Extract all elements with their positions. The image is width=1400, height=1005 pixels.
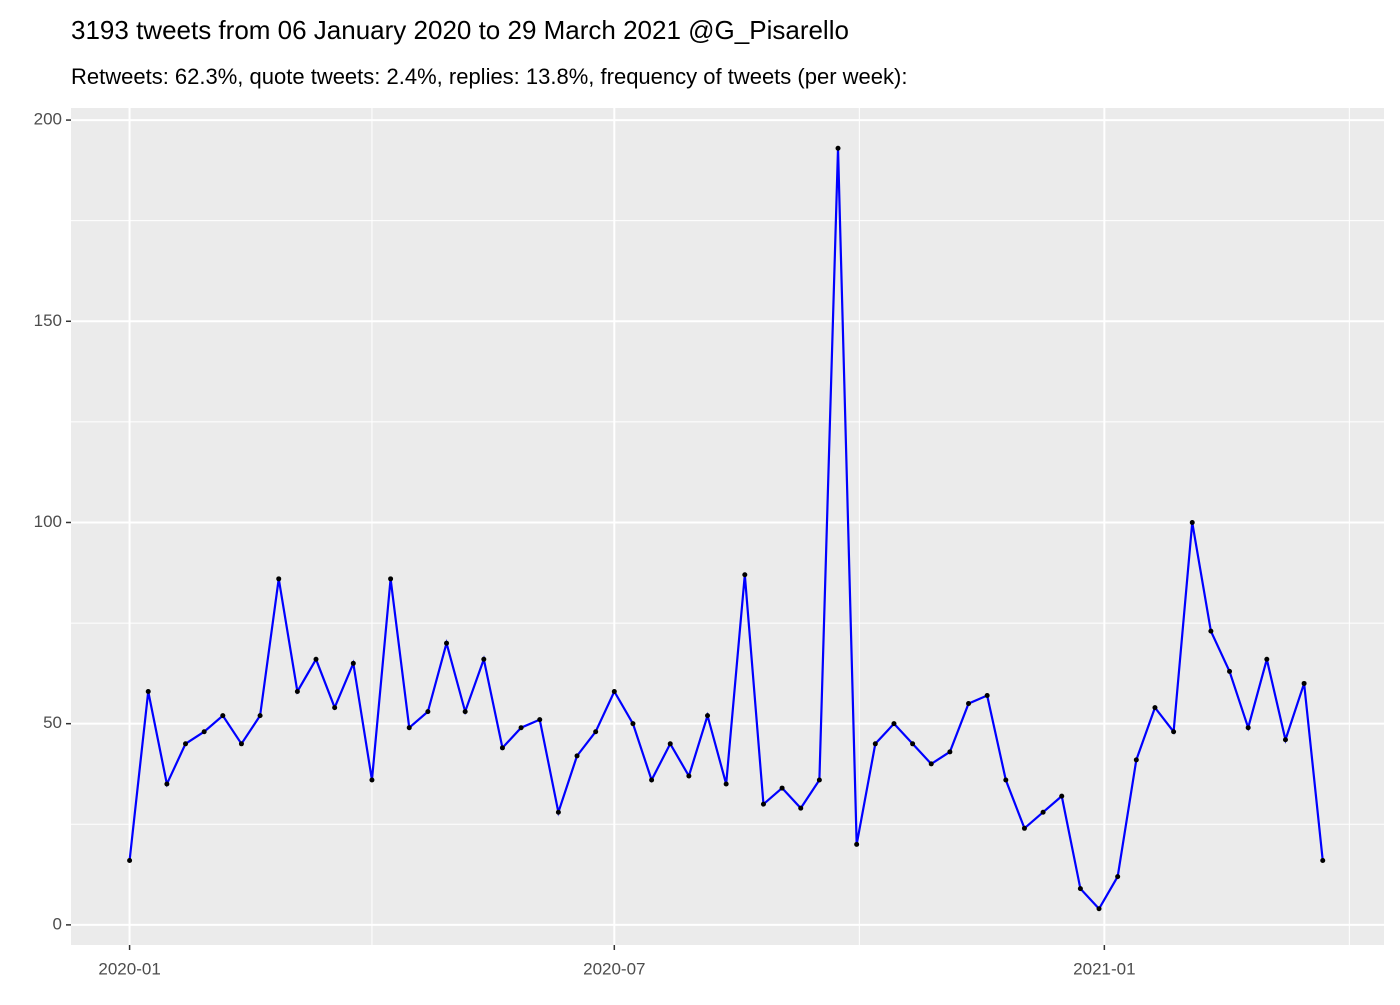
point [1077, 886, 1083, 892]
point [779, 785, 785, 791]
point [127, 857, 133, 863]
point [593, 729, 599, 735]
x-tick-label: 2021-01 [1073, 959, 1135, 978]
point [649, 777, 655, 783]
point [816, 777, 822, 783]
point [425, 709, 431, 715]
point [910, 741, 916, 747]
point [276, 576, 282, 582]
point [798, 805, 804, 811]
point [201, 729, 207, 735]
x-tick-label: 2020-01 [98, 959, 160, 978]
point [145, 688, 151, 694]
point [1282, 737, 1288, 743]
point [1115, 874, 1121, 880]
y-tick-label: 100 [34, 512, 62, 531]
y-tick-label: 150 [34, 311, 62, 330]
point [518, 725, 524, 731]
point [611, 688, 617, 694]
point [854, 841, 860, 847]
point [406, 725, 412, 731]
point [760, 801, 766, 807]
point [1059, 793, 1065, 799]
point [1189, 519, 1195, 525]
point [220, 713, 226, 719]
point [444, 640, 450, 646]
point [1021, 825, 1027, 831]
chart-title: 3193 tweets from 06 January 2020 to 29 M… [71, 15, 849, 45]
point [481, 656, 487, 662]
point [1227, 668, 1233, 674]
point [928, 761, 934, 767]
point [1152, 705, 1158, 711]
chart-subtitle: Retweets: 62.3%, quote tweets: 2.4%, rep… [71, 64, 907, 89]
point [1264, 656, 1270, 662]
point [1003, 777, 1009, 783]
point [1320, 857, 1326, 863]
point [723, 781, 729, 787]
point [686, 773, 692, 779]
point [1040, 809, 1046, 815]
point [462, 709, 468, 715]
point [350, 660, 356, 666]
point [555, 809, 561, 815]
point [742, 572, 748, 578]
point [835, 145, 841, 151]
point [1133, 757, 1139, 763]
point [294, 688, 300, 694]
point [966, 701, 972, 707]
point [705, 713, 711, 719]
point [947, 749, 953, 755]
point [891, 721, 897, 727]
y-tick-label: 200 [34, 110, 62, 129]
point [667, 741, 673, 747]
point [1301, 680, 1307, 686]
point [872, 741, 878, 747]
point [313, 656, 319, 662]
y-tick-label: 50 [43, 713, 62, 732]
x-tick-label: 2020-07 [583, 959, 645, 978]
point [369, 777, 375, 783]
point [630, 721, 636, 727]
y-tick-label: 0 [53, 914, 62, 933]
point [257, 713, 263, 719]
point [1096, 906, 1102, 912]
point [164, 781, 170, 787]
point [238, 741, 244, 747]
point [183, 741, 189, 747]
panel [71, 108, 1384, 945]
point [332, 705, 338, 711]
point [499, 745, 505, 751]
point [1245, 725, 1251, 731]
point [388, 576, 394, 582]
point [1171, 729, 1177, 735]
point [984, 693, 990, 699]
point [1208, 628, 1214, 634]
point [537, 717, 543, 723]
point [574, 753, 580, 759]
